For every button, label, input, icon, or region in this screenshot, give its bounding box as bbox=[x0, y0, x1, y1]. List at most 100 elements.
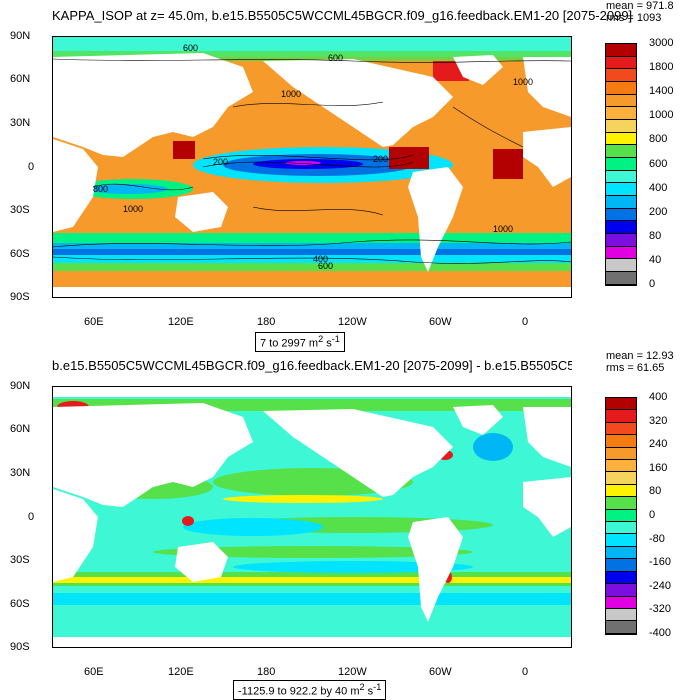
top-contour-label-5: 200 bbox=[213, 157, 228, 167]
bottom-colorbar-label: -400 bbox=[649, 627, 672, 639]
bottom-colorbar-segment bbox=[606, 559, 636, 572]
bottom-range-tail: s bbox=[364, 685, 374, 698]
bottom-colorbar-label: 320 bbox=[649, 414, 668, 427]
top-lat-90n: 90N bbox=[10, 30, 31, 42]
top-contour-label-4: 1000 bbox=[513, 77, 533, 87]
top-indian-belt-core bbox=[88, 184, 168, 194]
bottom-colorbar-label: -160 bbox=[649, 556, 672, 569]
top-southern-band-5 bbox=[53, 263, 571, 271]
bottom-colorbar-segment bbox=[606, 534, 636, 547]
bottom-lon-180: 180 bbox=[257, 666, 276, 678]
top-range-sup: 2 bbox=[318, 334, 324, 344]
bottom-colorbar-segment bbox=[606, 447, 636, 461]
bottom-lon-60w: 60W bbox=[429, 666, 452, 678]
top-contours bbox=[53, 58, 571, 264]
top-colorbar-label: 400 bbox=[649, 181, 668, 194]
top-range-tail: s bbox=[323, 337, 332, 350]
top-contour-label-1: 600 bbox=[183, 43, 198, 53]
bottom-blue-2 bbox=[473, 433, 513, 461]
top-colorbar-segment bbox=[606, 158, 636, 171]
bottom-colorbar-label: -240 bbox=[649, 579, 672, 592]
bottom-lon-120e: 120E bbox=[168, 666, 194, 678]
bottom-map-canvas bbox=[53, 397, 571, 647]
top-lat-30n: 30N bbox=[10, 117, 31, 129]
top-land bbox=[53, 53, 571, 297]
bottom-band-4 bbox=[53, 593, 571, 605]
top-contour-label-6: 200 bbox=[373, 154, 388, 164]
bottom-lon-60e: 60E bbox=[84, 666, 104, 678]
bottom-colorbar-segment bbox=[606, 460, 636, 473]
top-colorbar-label: 1800 bbox=[649, 61, 674, 74]
bottom-hot-1 bbox=[182, 516, 194, 526]
top-range-text: 7 to 2997 m bbox=[260, 337, 319, 350]
bottom-map-frame bbox=[52, 386, 572, 648]
top-colorbar-segment bbox=[606, 145, 636, 159]
bottom-colorbar-segment bbox=[606, 608, 636, 622]
bottom-stats-rms: rms = 61.65 bbox=[606, 362, 665, 374]
bottom-colorbar-segment bbox=[606, 621, 636, 634]
top-colorbar-label: 40 bbox=[649, 253, 662, 266]
top-colorbar-label: 600 bbox=[649, 157, 668, 170]
bottom-plot-title: b.e15.B5505C5WCCML45BGCR.f09_g16.feedbac… bbox=[52, 358, 572, 373]
bottom-lon-0: 0 bbox=[522, 666, 529, 678]
top-colorbar-segment bbox=[606, 69, 636, 83]
top-contour-label-3: 1000 bbox=[281, 89, 301, 99]
bottom-colorbar-segment bbox=[606, 435, 636, 448]
top-colorbar-segment bbox=[606, 183, 636, 197]
bottom-colorbar-label: 160 bbox=[649, 461, 668, 474]
top-lat-60s: 60S bbox=[10, 248, 30, 260]
top-colorbar-segment bbox=[606, 272, 636, 285]
top-lat-30s: 30S bbox=[10, 204, 30, 216]
bottom-lon-120w: 120W bbox=[338, 666, 367, 678]
top-colorbar-segment bbox=[606, 82, 636, 95]
bottom-colorbar-label: 0 bbox=[649, 509, 656, 521]
top-colorbar-segment bbox=[606, 56, 636, 70]
bottom-colorbar-segment bbox=[606, 509, 636, 523]
bottom-range-text: -1125.9 to 922.2 by 40 m bbox=[238, 685, 360, 698]
top-colorbar-label: 3000 bbox=[649, 37, 674, 49]
bottom-stats-mean: mean = 12.93 bbox=[606, 350, 674, 362]
top-range-box: 7 to 2997 m2 s-1 bbox=[255, 332, 345, 352]
top-lon-60e: 60E bbox=[84, 316, 104, 328]
bottom-colorbar-segment bbox=[606, 422, 636, 436]
top-colorbar-segment bbox=[606, 221, 636, 235]
top-colorbar-segment bbox=[606, 44, 636, 57]
bottom-patch-5 bbox=[223, 495, 383, 503]
top-range-sup2: -1 bbox=[331, 334, 340, 344]
top-plot-title: KAPPA_ISOP at z= 45.0m, b.e15.B5505C5WCC… bbox=[52, 8, 633, 23]
top-colorbar-segment bbox=[606, 234, 636, 247]
top-contour-label-9: 600 bbox=[318, 261, 333, 271]
top-colorbar-label: 1400 bbox=[649, 85, 674, 98]
bottom-colorbar-segment bbox=[606, 484, 636, 498]
top-colorbar bbox=[605, 43, 637, 286]
top-lat-60n: 60N bbox=[10, 73, 31, 85]
top-southern-band-4 bbox=[53, 255, 571, 265]
bottom-colorbar-label: -80 bbox=[649, 532, 665, 545]
top-stats-rms: rms = 1093 bbox=[606, 12, 662, 24]
bottom-colorbar-segment bbox=[606, 472, 636, 485]
top-hotspot-gulf bbox=[389, 147, 429, 169]
top-colorbar-segment bbox=[606, 94, 636, 108]
top-colorbar-segment bbox=[606, 132, 636, 146]
bottom-patch-4 bbox=[153, 546, 473, 558]
bottom-range-sup: 2 bbox=[359, 682, 365, 692]
top-colorbar-label: 800 bbox=[649, 133, 668, 146]
top-contour-label-11: 800 bbox=[93, 184, 108, 194]
top-stats: mean = 971.8 rms = 1093 bbox=[606, 0, 674, 24]
top-contour-label-7: 1000 bbox=[123, 204, 143, 214]
bottom-blue-3 bbox=[233, 561, 473, 573]
bottom-colorbar-segment bbox=[606, 571, 636, 585]
top-lon-60w: 60W bbox=[429, 316, 452, 328]
top-lon-120w: 120W bbox=[338, 316, 367, 328]
top-lon-180: 180 bbox=[257, 316, 276, 328]
bottom-range-sup2: -1 bbox=[373, 682, 382, 692]
top-map-canvas: 600 600 1000 1000 200 200 1000 400 600 1… bbox=[53, 37, 571, 297]
top-colorbar-label: 0 bbox=[649, 278, 656, 290]
bottom-colorbar-segment bbox=[606, 584, 636, 597]
bottom-colorbar-label: 240 bbox=[649, 438, 668, 451]
top-stats-mean: mean = 971.8 bbox=[606, 0, 674, 12]
top-lat-0: 0 bbox=[28, 161, 35, 173]
bottom-colorbar-label: 400 bbox=[649, 391, 668, 403]
bottom-stats: mean = 12.93 rms = 61.65 bbox=[606, 350, 674, 374]
bottom-lat-30s: 30S bbox=[10, 554, 30, 566]
